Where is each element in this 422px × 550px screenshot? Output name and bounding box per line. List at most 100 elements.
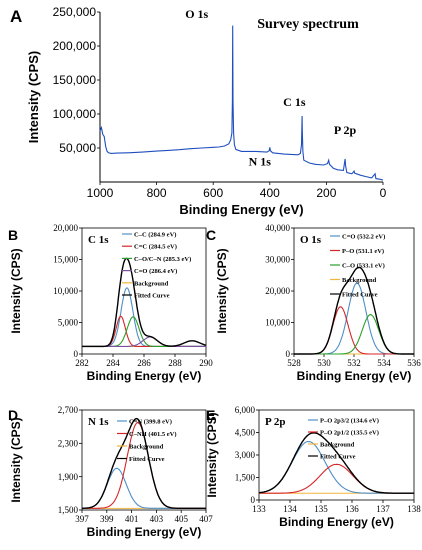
y-tick-label: 200,000 bbox=[53, 39, 97, 53]
component-curve bbox=[258, 440, 414, 494]
fitted-curve bbox=[82, 417, 206, 509]
legend-entry: Background bbox=[134, 280, 169, 287]
x-axis-label: Binding Energy (eV) bbox=[179, 202, 303, 217]
legend-entry: C–C (284.9 eV) bbox=[134, 232, 176, 239]
x-tick-label: 532 bbox=[347, 358, 361, 368]
legend-entry: Background bbox=[342, 277, 377, 284]
y-tick-label: 40,000 bbox=[265, 223, 290, 233]
y-axis-label: Intensity (CPS) bbox=[205, 412, 219, 497]
y-tick-label: 10,000 bbox=[53, 286, 78, 296]
x-tick-label: 200 bbox=[316, 186, 336, 200]
chart-title: O 1s bbox=[300, 234, 322, 246]
survey-spectrum-line bbox=[99, 25, 384, 181]
x-tick-label: 282 bbox=[75, 358, 89, 368]
x-tick-label: 399 bbox=[100, 514, 114, 524]
x-tick-label: 397 bbox=[75, 514, 89, 524]
x-tick-label: 286 bbox=[137, 358, 151, 368]
survey-spectrum-panel: A 50,000 100,000 150,000 200,000 250,000 1000 8… bbox=[10, 5, 387, 217]
panel-label: E bbox=[206, 407, 215, 423]
chart-title: P 2p bbox=[265, 416, 285, 428]
x-tick-label: 528 bbox=[287, 358, 301, 368]
x-axis-label: Binding Energy (eV) bbox=[297, 369, 412, 383]
x-axis-label: Binding Energy (eV) bbox=[87, 369, 202, 383]
peak-label: N 1s bbox=[249, 154, 272, 168]
x-tick-label: 284 bbox=[106, 358, 120, 368]
fitted-curve bbox=[258, 432, 414, 494]
y-tick-label: 0 bbox=[74, 349, 79, 359]
plot-frame bbox=[81, 409, 207, 511]
legend-entry: C–O/C–N (285.3 eV) bbox=[134, 256, 191, 263]
y-tick-label: 150,000 bbox=[53, 73, 97, 87]
x-tick-label: 536 bbox=[407, 358, 421, 368]
y-tick-label: 1,900 bbox=[58, 472, 79, 482]
component-curve bbox=[294, 306, 414, 355]
x-tick-label: 400 bbox=[260, 186, 280, 200]
x-axis-label: Binding Energy (eV) bbox=[87, 525, 202, 539]
x-tick-label: 135 bbox=[314, 504, 328, 514]
x-tick-label: 600 bbox=[203, 186, 223, 200]
x-tick-label: 530 bbox=[317, 358, 331, 368]
x-tick-label: 290 bbox=[199, 358, 213, 368]
y-tick-label: 4,500 bbox=[235, 428, 256, 438]
legend-entry: Background bbox=[320, 442, 355, 449]
y-tick-label: 20,000 bbox=[53, 223, 78, 233]
x-tick-label: 401 bbox=[125, 514, 139, 524]
x-tick-label: 800 bbox=[147, 186, 167, 200]
y-tick-label: 3,000 bbox=[235, 450, 256, 460]
peak-label: O 1s bbox=[185, 7, 208, 21]
y-tick-label: 1,500 bbox=[58, 505, 79, 515]
legend-entry: C–NH (401.5 eV) bbox=[129, 431, 176, 438]
y-tick-label: 2,300 bbox=[58, 438, 79, 448]
x-tick-label: 133 bbox=[252, 504, 266, 514]
legend-entry: P–O (531.1 eV) bbox=[342, 248, 384, 255]
component-curve bbox=[82, 467, 206, 509]
x-tick-label: 138 bbox=[407, 504, 421, 514]
legend-entry: C=C (284.5 eV) bbox=[134, 244, 177, 251]
legend-entry: Fitted Curve bbox=[129, 456, 165, 463]
y-axis-label: Intensity (CPS) bbox=[26, 51, 41, 143]
panel-label: D bbox=[8, 407, 18, 423]
chart-title: Survey spectrum bbox=[257, 17, 359, 32]
y-axis-label: Intensity (CPS) bbox=[9, 248, 23, 333]
legend-entry: P–O 2p1/2 (135.5 eV) bbox=[320, 430, 379, 437]
fitted-curve bbox=[294, 266, 414, 355]
x-tick-label: 534 bbox=[377, 358, 391, 368]
y-tick-label: 1,500 bbox=[235, 473, 256, 483]
x-tick-label: 0 bbox=[380, 186, 387, 200]
legend-entry: C=O (286.4 eV) bbox=[134, 268, 177, 275]
y-tick-label: 15,000 bbox=[53, 255, 78, 265]
y-tick-label: 100,000 bbox=[53, 107, 97, 121]
legend-entry: C–O (533.1 eV) bbox=[342, 263, 385, 270]
y-tick-label: 10,000 bbox=[265, 318, 290, 328]
legend-entry: Background bbox=[129, 444, 164, 451]
x-tick-label: 403 bbox=[150, 514, 164, 524]
legend-entry: Fitted Curve bbox=[134, 293, 170, 300]
y-tick-label: 20,000 bbox=[265, 286, 290, 296]
panel-label: C bbox=[206, 227, 216, 243]
x-tick-label: 288 bbox=[168, 358, 182, 368]
component-curve bbox=[294, 314, 414, 355]
legend-entry: Fitted Curve bbox=[342, 292, 378, 299]
y-tick-label: 0 bbox=[251, 495, 256, 505]
x-tick-label: 136 bbox=[345, 504, 359, 514]
panel-label: B bbox=[8, 227, 18, 243]
x-axis-label: Binding Energy (eV) bbox=[279, 515, 394, 529]
y-tick-label: 250,000 bbox=[53, 5, 97, 19]
y-tick-label: 0 bbox=[286, 349, 291, 359]
y-tick-label: 30,000 bbox=[265, 255, 290, 265]
peak-label: C 1s bbox=[283, 95, 306, 109]
panel-label: A bbox=[10, 7, 22, 26]
chart-title: C 1s bbox=[88, 234, 109, 246]
p2p-panel: E 0 1,500 3,000 4,500 6,000 133 134 135 136 137 138… bbox=[205, 405, 421, 529]
o1s-panel: C 0 10,000 20,000 30,000 40,000 528 530 532 534 53… bbox=[206, 223, 421, 383]
legend-entry: C=O (532.2 eV) bbox=[342, 234, 385, 241]
x-tick-label: 407 bbox=[199, 514, 213, 524]
legend-entry: C=N (399.8 eV) bbox=[129, 419, 172, 426]
y-axis-label: Intensity (CPS) bbox=[215, 248, 229, 333]
x-tick-label: 1000 bbox=[87, 186, 114, 200]
x-tick-label: 405 bbox=[174, 514, 188, 524]
peak-label: P 2p bbox=[334, 123, 357, 137]
chart-title: N 1s bbox=[88, 416, 109, 428]
